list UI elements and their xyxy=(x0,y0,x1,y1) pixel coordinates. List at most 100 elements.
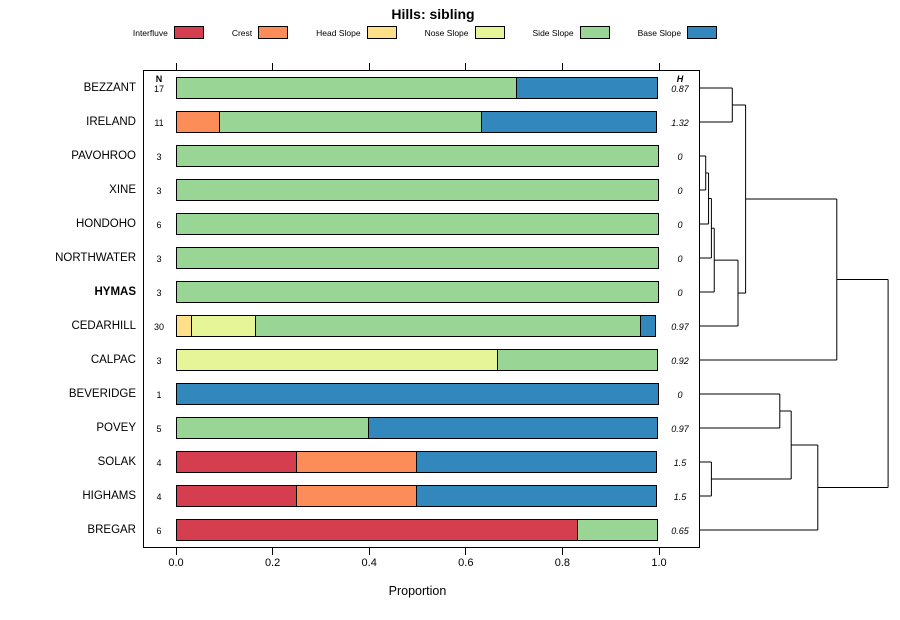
bar-segment-side-slope xyxy=(577,519,658,541)
h-value: 0.97 xyxy=(671,322,689,332)
row-label: BEVERIDGE xyxy=(68,388,136,400)
h-column-header: H xyxy=(676,74,684,84)
row-label: HIGHAMS xyxy=(82,490,136,502)
x-tick-bottom xyxy=(658,548,660,555)
x-tick-top xyxy=(465,63,467,70)
bar-segment-side-slope xyxy=(176,77,517,99)
row-label: PAVOHROO xyxy=(71,150,136,162)
bar-row xyxy=(176,451,659,473)
legend-label: Interfluve xyxy=(132,27,168,38)
bar-segment-side-slope xyxy=(497,349,658,371)
bar-segment-side-slope xyxy=(176,247,659,269)
bar-row xyxy=(176,247,659,269)
row-label: BEZZANT xyxy=(83,82,136,94)
x-tick-label: 0.6 xyxy=(458,557,474,569)
n-value: 3 xyxy=(156,288,162,298)
h-value: 0 xyxy=(677,152,683,162)
legend-swatch xyxy=(579,26,610,39)
bar-segment-crest xyxy=(295,485,417,507)
row-label: POVEY xyxy=(96,422,136,434)
row-label: IRELAND xyxy=(86,116,136,128)
h-value: 0 xyxy=(677,220,683,230)
bar-segment-interfluve xyxy=(176,451,297,473)
legend-item-side-slope: Side Slope xyxy=(533,26,610,39)
row-label: NORTHWATER xyxy=(55,252,136,264)
bar-segment-side-slope xyxy=(176,145,659,167)
legend-item-base-slope: Base Slope xyxy=(637,26,718,39)
legend-label: Head Slope xyxy=(316,27,361,38)
bar-row xyxy=(176,145,659,167)
h-value: 0.65 xyxy=(671,526,689,536)
bar-segment-base-slope xyxy=(415,485,657,507)
h-value: 0.92 xyxy=(671,356,689,366)
n-value: 3 xyxy=(156,152,162,162)
x-tick-top xyxy=(272,63,274,70)
bar-segment-interfluve xyxy=(176,519,579,541)
legend-swatch xyxy=(258,26,289,39)
bar-segment-nose-slope xyxy=(176,349,499,371)
x-tick-bottom xyxy=(175,548,177,555)
bar-segment-base-slope xyxy=(415,451,657,473)
x-tick-bottom xyxy=(465,548,467,555)
bar-row xyxy=(176,383,659,405)
x-tick-label: 1.0 xyxy=(651,557,667,569)
h-value: 0 xyxy=(677,254,683,264)
x-tick-label: 0.8 xyxy=(554,557,571,569)
bar-segment-crest xyxy=(176,111,220,133)
n-value: 4 xyxy=(156,458,162,468)
bar-segment-side-slope xyxy=(176,281,659,303)
row-labels: BEZZANT IRELAND PAVOHROO XINE HONDOHO NORTHWA… xyxy=(0,0,136,620)
n-value: 5 xyxy=(156,424,162,434)
bar-row xyxy=(176,77,659,99)
bar-row xyxy=(176,485,659,507)
legend-swatch xyxy=(173,26,204,39)
bar-row xyxy=(176,417,659,439)
bar-row xyxy=(176,349,659,371)
legend-item-interfluve: Interfluve xyxy=(133,26,204,39)
row-label: SOLAK xyxy=(97,456,136,468)
legend-label: Base Slope xyxy=(637,27,682,38)
bar-segment-crest xyxy=(295,451,417,473)
n-value: 4 xyxy=(156,492,162,502)
bar-segment-side-slope xyxy=(176,417,370,439)
h-value: 1.32 xyxy=(671,118,689,128)
bar-segment-head-slope xyxy=(176,315,192,337)
n-value: 3 xyxy=(156,186,162,196)
h-value: 0 xyxy=(677,390,683,400)
legend-label: Nose Slope xyxy=(424,27,469,38)
row-label: CALPAC xyxy=(90,354,136,366)
n-value: 3 xyxy=(156,356,162,366)
x-tick-top xyxy=(561,63,563,70)
x-tick-label: 0.0 xyxy=(168,557,184,569)
bar-row xyxy=(176,281,659,303)
bar-segment-base-slope xyxy=(515,77,658,99)
chart-title: Hills: sibling xyxy=(391,6,475,22)
bar-segment-interfluve xyxy=(176,485,297,507)
n-value: 30 xyxy=(153,322,164,332)
h-value: 0.87 xyxy=(671,84,689,94)
x-tick-top xyxy=(175,63,177,70)
bar-row xyxy=(176,315,659,337)
bar-segment-base-slope xyxy=(176,383,659,405)
n-value: 6 xyxy=(156,220,162,230)
x-tick-bottom xyxy=(368,548,370,555)
bar-segment-base-slope xyxy=(481,111,657,133)
row-label: XINE xyxy=(109,184,136,196)
legend-label: Side Slope xyxy=(532,27,574,38)
legend-item-crest: Crest xyxy=(231,26,289,39)
legend-label: Crest xyxy=(231,27,253,38)
bar-row xyxy=(176,519,659,541)
bar-segment-side-slope xyxy=(176,179,659,201)
row-label: CEDARHILL xyxy=(71,320,136,332)
h-value: 0 xyxy=(677,288,683,298)
legend-swatch xyxy=(366,26,397,39)
bar-segment-nose-slope xyxy=(190,315,256,337)
x-axis-label: Proportion xyxy=(388,584,447,598)
dendrogram xyxy=(700,87,889,531)
n-value: 17 xyxy=(153,84,164,94)
bar-row xyxy=(176,111,659,133)
x-tick-top xyxy=(658,63,660,70)
bar-row xyxy=(176,213,659,235)
n-value: 3 xyxy=(156,254,162,264)
